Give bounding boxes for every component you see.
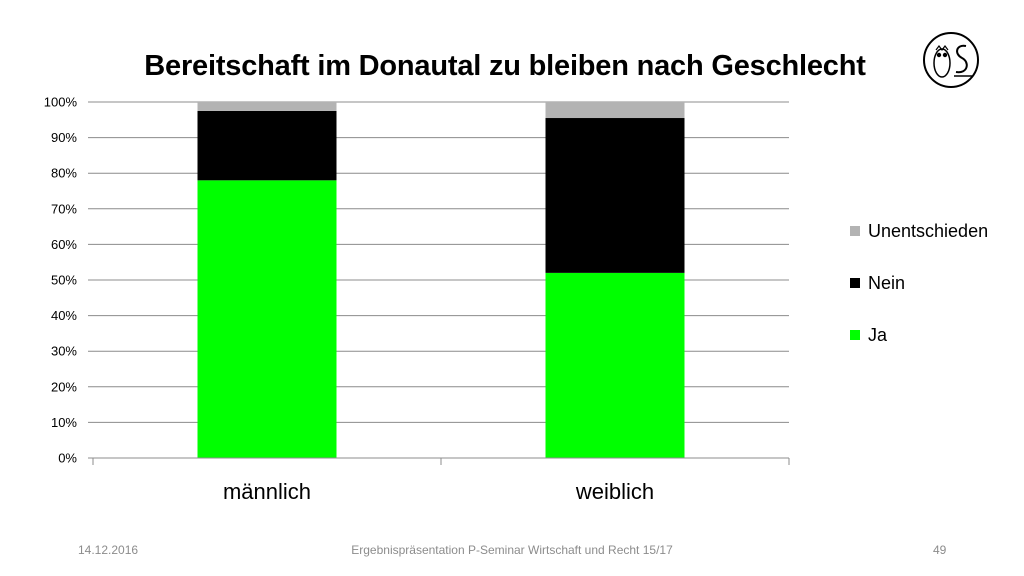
chart-title: Bereitschaft im Donautal zu bleiben nach… bbox=[144, 50, 866, 82]
bar-segment-ja bbox=[545, 272, 685, 458]
bar-segment-ja bbox=[197, 180, 337, 458]
y-tick-label: 80% bbox=[51, 166, 77, 181]
y-tick-label: 40% bbox=[51, 308, 77, 323]
legend-swatch-ja bbox=[850, 330, 860, 340]
y-tick-label: 90% bbox=[51, 130, 77, 145]
legend-swatch-unentschieden bbox=[850, 226, 860, 236]
bars bbox=[197, 102, 685, 458]
axis-labels: 0% 10% 20% 30% 40% 50% 60% 70% 80% 90% 100% männlic… bbox=[44, 95, 654, 505]
y-tick-label: 50% bbox=[51, 273, 77, 288]
legend-item-nein: Nein bbox=[850, 270, 988, 296]
legend-label-nein: Nein bbox=[868, 272, 906, 293]
y-tick-label: 20% bbox=[51, 379, 77, 394]
y-tick-label: 0% bbox=[58, 451, 77, 466]
footer-date: 14.12.2016 bbox=[78, 543, 139, 557]
x-category-label: weiblich bbox=[575, 479, 654, 504]
footer-page-number: 49 bbox=[933, 543, 947, 557]
y-tick-label: 10% bbox=[51, 415, 77, 430]
bar-segment-unentschieden bbox=[545, 102, 685, 119]
legend-label-ja: Ja bbox=[868, 324, 888, 345]
y-tick-label: 100% bbox=[44, 95, 78, 110]
bar-segment-nein bbox=[197, 110, 337, 181]
axes bbox=[92, 457, 790, 465]
legend-label-unentschieden: Unentschieden bbox=[868, 220, 989, 241]
x-category-label: männlich bbox=[223, 479, 311, 504]
y-tick-label: 30% bbox=[51, 344, 77, 359]
y-tick-label: 60% bbox=[51, 237, 77, 252]
legend-item-unentschieden: Unentschieden bbox=[850, 218, 988, 244]
owl-logo-icon bbox=[923, 32, 979, 88]
bar-segment-unentschieden bbox=[197, 102, 337, 111]
legend: Unentschieden Nein Ja bbox=[850, 218, 988, 374]
legend-swatch-nein bbox=[850, 278, 860, 288]
y-tick-label: 70% bbox=[51, 201, 77, 216]
legend-item-ja: Ja bbox=[850, 322, 988, 348]
footer-center-text: Ergebnispräsentation P-Seminar Wirtschaf… bbox=[351, 543, 673, 557]
bar-segment-nein bbox=[545, 118, 685, 273]
